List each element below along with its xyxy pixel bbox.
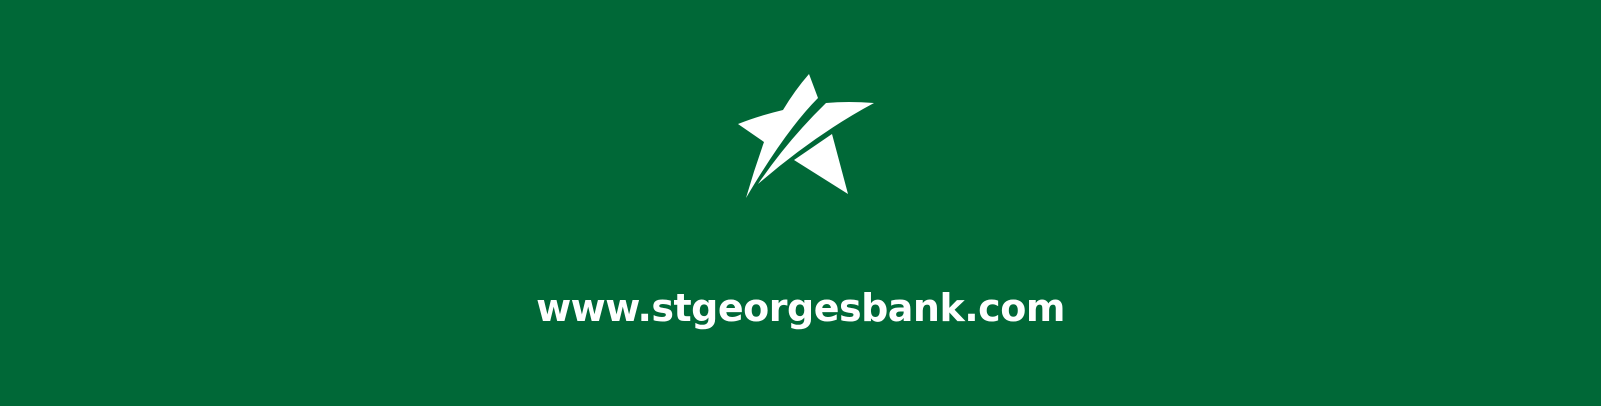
bank-logo (732, 72, 878, 204)
shooting-star-icon (738, 74, 874, 198)
website-url: www.stgeorgesbank.com (536, 286, 1065, 330)
